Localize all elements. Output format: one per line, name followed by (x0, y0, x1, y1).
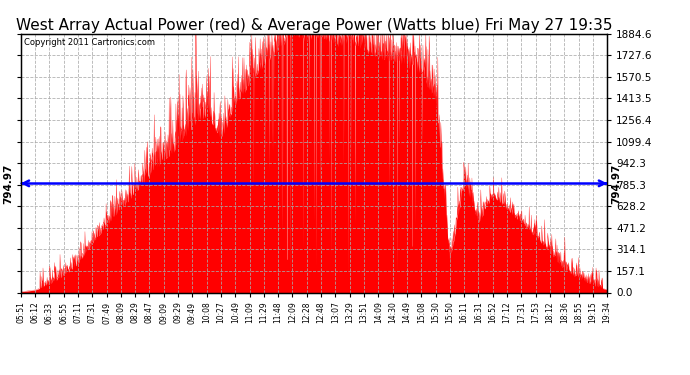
Text: 794.97: 794.97 (611, 163, 622, 204)
Text: Copyright 2011 Cartronics.com: Copyright 2011 Cartronics.com (23, 38, 155, 46)
Title: West Array Actual Power (red) & Average Power (Watts blue) Fri May 27 19:35: West Array Actual Power (red) & Average … (16, 18, 612, 33)
Text: 794.97: 794.97 (3, 163, 14, 204)
